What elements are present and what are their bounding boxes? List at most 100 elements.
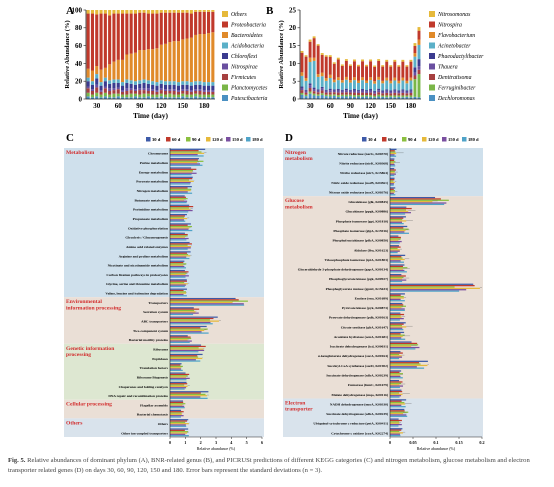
stacked-bar-segment bbox=[90, 90, 94, 95]
stacked-bar-segment bbox=[381, 65, 385, 67]
stacked-bar-segment bbox=[308, 41, 312, 58]
data-bar bbox=[390, 251, 398, 254]
stacked-bar-segment bbox=[159, 96, 163, 99]
data-bar bbox=[170, 243, 192, 245]
stacked-bar-segment bbox=[393, 61, 397, 78]
data-bar bbox=[390, 422, 400, 424]
y-tick-label: 60 bbox=[75, 42, 83, 50]
stacked-bar-segment bbox=[340, 94, 344, 97]
row-label: Malate dehydrogenase (mqo, K00116) bbox=[331, 393, 388, 397]
data-bar bbox=[170, 293, 184, 296]
stacked-bar-segment bbox=[86, 68, 90, 78]
stacked-bar-segment bbox=[146, 90, 150, 94]
stacked-bar-segment bbox=[95, 92, 99, 97]
row-label: Glycine, serine and threonine metabolism bbox=[106, 282, 168, 286]
row-label: Bacterial chemotaxis bbox=[137, 413, 169, 417]
stacked-bar-segment bbox=[332, 95, 336, 99]
x-tick-label: 150 bbox=[386, 102, 397, 110]
data-bar bbox=[170, 368, 182, 370]
legend-label: Thauera bbox=[438, 65, 458, 71]
data-bar bbox=[390, 396, 400, 398]
data-bar bbox=[170, 207, 189, 209]
row-label: NADH dehydrogenase (nuoA, K00330) bbox=[330, 402, 389, 406]
stacked-bar-segment bbox=[99, 10, 103, 14]
stacked-bar-segment bbox=[138, 10, 142, 13]
stacked-bar-segment bbox=[103, 67, 107, 78]
stacked-bar-segment bbox=[409, 61, 413, 78]
y-tick-label: 15 bbox=[289, 42, 297, 50]
stacked-bar-segment bbox=[108, 15, 112, 65]
data-bar bbox=[390, 428, 403, 430]
data-bar bbox=[170, 201, 187, 204]
stacked-bar-segment bbox=[112, 93, 116, 98]
data-bar bbox=[170, 423, 189, 425]
stacked-bar-segment bbox=[409, 90, 413, 93]
legend-swatch bbox=[166, 137, 171, 142]
stacked-bar-segment bbox=[300, 90, 304, 93]
stacked-bar-segment bbox=[361, 61, 364, 78]
stacked-bar-segment bbox=[112, 90, 116, 94]
data-bar bbox=[390, 187, 396, 189]
category-label: Others bbox=[66, 420, 83, 426]
data-bar bbox=[170, 178, 193, 180]
stacked-bar-segment bbox=[202, 85, 206, 91]
row-label: Flagellar assembly bbox=[140, 403, 168, 407]
data-bar bbox=[170, 167, 192, 169]
data-bar bbox=[170, 239, 187, 241]
stacked-bar-segment bbox=[369, 95, 373, 97]
stacked-bar-segment bbox=[357, 64, 360, 67]
data-bar bbox=[390, 425, 399, 427]
stacked-bar-segment bbox=[357, 82, 360, 91]
stacked-bar-segment bbox=[389, 93, 393, 96]
stacked-bar-segment bbox=[86, 92, 90, 97]
stacked-bar-segment bbox=[103, 86, 107, 89]
data-bar bbox=[390, 432, 403, 434]
stacked-bar-segment bbox=[361, 90, 364, 93]
category-label: metabolism bbox=[285, 156, 313, 162]
stacked-bar-segment bbox=[417, 74, 421, 98]
data-bar bbox=[390, 280, 403, 283]
data-bar bbox=[170, 200, 188, 202]
stacked-bar-segment bbox=[146, 83, 150, 89]
data-bar bbox=[390, 235, 399, 237]
row-label: Valine, leucine and isoleucine degradati… bbox=[105, 292, 168, 296]
stacked-bar-segment bbox=[397, 80, 401, 84]
data-bar bbox=[170, 151, 202, 153]
stacked-bar-segment bbox=[172, 81, 176, 85]
stacked-bar-segment bbox=[348, 96, 352, 99]
x-axis-title: Time (day) bbox=[343, 111, 379, 120]
data-bar bbox=[170, 188, 192, 190]
row-label: Pyruvate kinase (pyk, K00873) bbox=[342, 306, 389, 310]
y-tick-label: 20 bbox=[289, 24, 297, 32]
stacked-bar-segment bbox=[138, 80, 142, 84]
data-bar bbox=[390, 297, 404, 299]
stacked-bar-segment bbox=[207, 97, 211, 99]
legend-label: Chloroflexi bbox=[231, 53, 258, 60]
stacked-bar-segment bbox=[168, 93, 172, 98]
data-bar bbox=[390, 302, 403, 305]
stacked-bar-segment bbox=[185, 97, 189, 99]
data-bar bbox=[170, 373, 190, 376]
data-bar bbox=[390, 210, 409, 212]
row-label: Succinate dehydrogenase (sdhA, K00239) bbox=[326, 412, 389, 416]
data-bar bbox=[170, 323, 213, 325]
row-label: Ribosome bbox=[153, 347, 168, 351]
data-bar bbox=[390, 206, 407, 208]
data-bar bbox=[170, 263, 187, 265]
data-bar bbox=[170, 404, 183, 406]
stacked-bar-segment bbox=[202, 11, 206, 35]
stacked-bar-segment bbox=[108, 10, 112, 16]
stacked-bar-segment bbox=[185, 81, 189, 85]
data-bar bbox=[390, 375, 401, 378]
stacked-bar-segment bbox=[340, 80, 344, 83]
stacked-bar-segment bbox=[365, 82, 369, 91]
data-bar bbox=[390, 341, 412, 343]
data-bar bbox=[170, 316, 218, 318]
stacked-bar-segment bbox=[361, 96, 364, 99]
stacked-bar-segment bbox=[90, 84, 94, 90]
row-label: Citrate synthase (gltA, K01647) bbox=[341, 325, 389, 329]
stacked-bar-segment bbox=[324, 55, 328, 57]
legend-label: Phaeodactylibacter bbox=[437, 54, 484, 60]
x-tick-label: 120 bbox=[156, 102, 167, 110]
data-bar bbox=[390, 199, 449, 201]
